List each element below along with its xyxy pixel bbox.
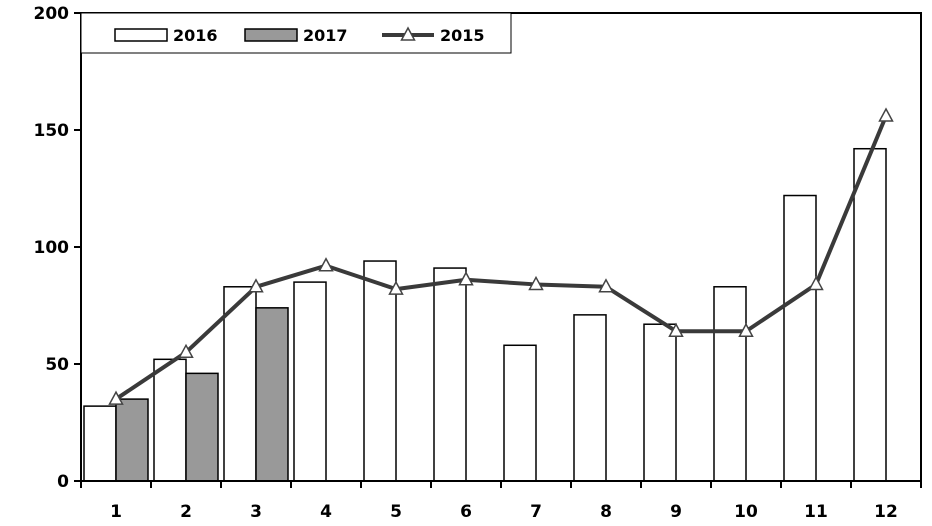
- x-tick-label-5: 5: [390, 502, 402, 522]
- bar-2016-5: [363, 260, 397, 482]
- x-tick-label-10: 10: [734, 502, 758, 522]
- x-tick-label-8: 8: [600, 502, 612, 522]
- legend-label-2015: 2015: [440, 26, 485, 45]
- legend-marker-2015: [400, 26, 416, 41]
- point-2015-7: [528, 275, 544, 291]
- x-tick-label-2: 2: [180, 502, 192, 522]
- point-2015-2: [178, 343, 194, 359]
- legend: 2016 2017 2015: [80, 12, 512, 54]
- point-2015-1: [108, 390, 124, 405]
- bar-2016-4: [293, 281, 327, 482]
- legend-swatch-2016: [114, 28, 168, 42]
- bar-2016-2: [153, 358, 187, 482]
- bar-2016-7: [503, 344, 537, 482]
- bar-2017-1: [115, 398, 149, 482]
- point-2015-5: [388, 280, 404, 295]
- bar-2016-6: [433, 267, 467, 482]
- x-tick-label-3: 3: [250, 502, 262, 522]
- x-tick-label-6: 6: [460, 502, 472, 522]
- bar-2017-2: [185, 372, 219, 482]
- point-2015-10: [738, 322, 754, 337]
- point-2015-12: [878, 107, 894, 122]
- point-2015-3: [248, 278, 264, 293]
- x-tick-label-9: 9: [670, 502, 682, 522]
- y-tick-label-0: 0: [57, 472, 69, 492]
- legend-label-2016: 2016: [173, 26, 218, 45]
- legend-label-2017: 2017: [303, 26, 348, 45]
- x-tick-label-11: 11: [804, 502, 828, 522]
- y-tick-label-100: 100: [34, 238, 70, 258]
- bar-2016-12: [853, 147, 887, 482]
- bar-2016-9: [643, 323, 677, 482]
- point-2015-9: [668, 322, 684, 337]
- x-tick-label-1: 1: [110, 502, 122, 522]
- y-tick-label-50: 50: [45, 355, 69, 375]
- x-tick-label-12: 12: [874, 502, 898, 522]
- point-2015-6: [458, 271, 474, 286]
- bar-2016-11: [783, 194, 817, 482]
- bar-2016-1: [83, 405, 117, 482]
- line-2015: [114, 115, 888, 401]
- bar-2017-3: [255, 307, 289, 482]
- point-2015-4: [318, 257, 334, 272]
- x-tick-label-4: 4: [320, 502, 332, 522]
- bars-layer: [83, 147, 887, 482]
- point-2015-8: [598, 278, 614, 293]
- legend-swatch-2017: [244, 28, 298, 42]
- x-tick-label-7: 7: [530, 502, 542, 522]
- point-2015-11: [808, 275, 824, 291]
- bar-2016-10: [713, 286, 747, 482]
- y-tick-label-150: 150: [34, 121, 70, 141]
- y-tick-label-200: 200: [34, 4, 70, 24]
- line-layer: [108, 107, 894, 405]
- bar-2016-8: [573, 314, 607, 482]
- bar-2016-3: [223, 286, 257, 482]
